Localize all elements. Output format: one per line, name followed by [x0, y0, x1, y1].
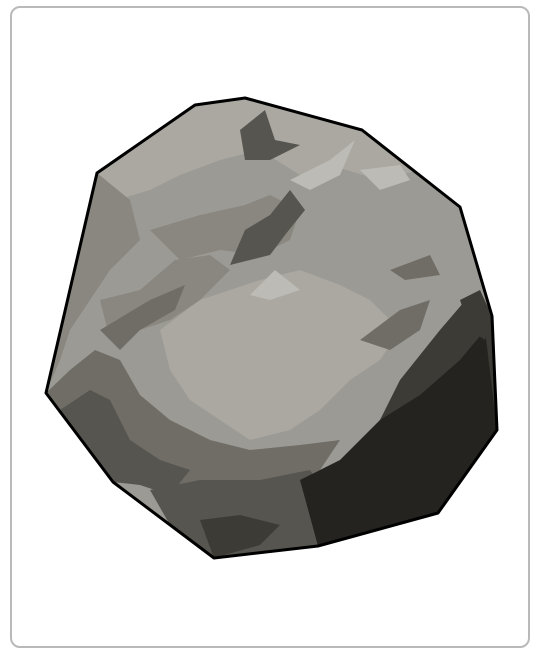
- rock-crack-4: [360, 300, 430, 350]
- rock-highlight-right: [360, 165, 410, 190]
- rock-shade-lower-left-2: [60, 390, 190, 495]
- rock-shade-bottom: [150, 470, 330, 558]
- rock-highlight-small: [250, 270, 300, 300]
- rock-shadow-right-edge: [460, 290, 492, 340]
- rock-outline: [44, 96, 499, 560]
- rock-crack-1: [240, 110, 300, 160]
- rock-shade-bottom-2: [200, 515, 280, 558]
- rock-highlight-center: [160, 270, 400, 440]
- rock-crack-3: [100, 285, 185, 350]
- rock-shadow-right: [300, 330, 497, 546]
- rock-crack-2: [230, 190, 305, 265]
- rock-shade-left: [46, 173, 140, 393]
- rock-highlight-streak: [290, 140, 355, 190]
- rock-crack-5: [390, 255, 440, 280]
